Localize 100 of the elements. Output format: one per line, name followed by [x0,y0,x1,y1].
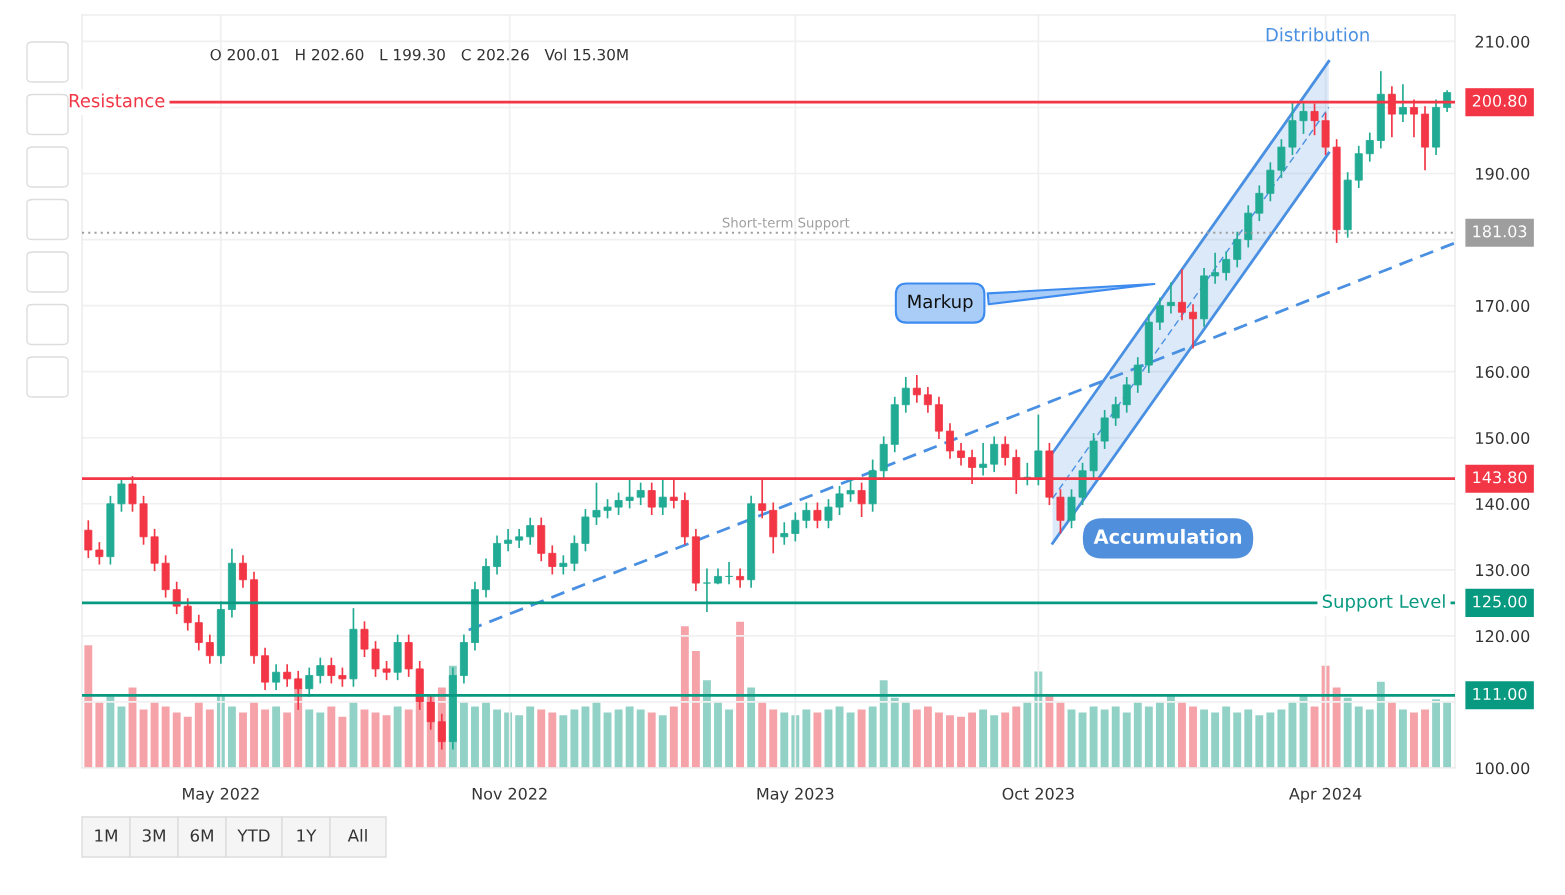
bar [1023,702,1032,768]
bar [382,715,391,768]
candlestick [857,481,866,518]
bar [703,680,711,768]
bar [239,712,247,768]
x-tick-label: May 2022 [183,787,259,803]
bar [1421,709,1429,768]
bar [1211,712,1220,768]
x-tick-label: May 2023 [757,787,834,803]
bar [979,709,988,768]
bar [205,709,214,768]
x-tick-label: Apr 2024 [1289,787,1362,803]
candlestick [327,656,336,685]
candlestick [802,501,811,530]
bar [669,706,678,768]
candlestick [824,498,833,530]
bar [84,645,93,768]
bar [1001,712,1010,768]
candlestick [1001,435,1010,467]
candlestick [923,386,932,414]
candlestick [1222,250,1231,282]
candlestick [84,519,93,559]
candlestick [1111,395,1120,427]
bar [250,702,258,768]
bar [194,702,203,768]
bar [625,706,634,768]
candlestick [791,511,800,543]
candlestick [1133,356,1142,394]
candlestick [846,477,855,503]
candlestick [990,435,999,473]
candlestick [360,620,369,658]
bar [1045,694,1054,768]
bar [515,715,524,768]
text: 6M [190,829,213,842]
x-tick-label: Nov 2022 [472,787,547,800]
y-tick-label: 160.00 [1476,365,1530,378]
candlestick [835,485,844,516]
candlestick [592,481,601,526]
candlestick [382,660,391,681]
bar [1222,706,1231,768]
bar [1277,709,1286,768]
bar [725,709,733,768]
candlestick [239,554,247,589]
bar [1166,694,1175,768]
bar [272,706,281,768]
candlestick [946,422,954,460]
annotation: L 199.30 [380,48,445,61]
bar [283,712,292,768]
candlestick [1365,131,1374,163]
candlestick [780,521,789,546]
candlestick [526,516,535,546]
bar [680,626,689,768]
bar [846,712,855,768]
bar [183,716,192,768]
bar [526,706,535,768]
bar [305,709,314,768]
y-tick-label: 100.00 [1476,762,1530,775]
ref-line-label: 125.00 [1473,595,1527,608]
bar [559,715,568,768]
text: 3M [142,829,165,842]
bar [758,702,767,768]
bar [404,709,413,768]
bar [537,709,546,768]
bar [923,706,932,768]
bar [780,712,789,768]
candlestick [979,442,988,477]
candlestick [205,633,214,665]
bar [261,709,270,768]
candlestick [647,481,656,516]
candlestick [515,528,524,549]
bar [1144,706,1153,768]
bar [327,706,336,768]
bar [658,715,667,768]
bar [890,697,899,768]
bar [581,706,590,768]
bar [316,712,325,768]
annotation: Accumulation [1093,528,1242,544]
bar [1432,699,1441,768]
candlestick [272,663,281,691]
bar [338,716,347,768]
bar [349,702,358,768]
bar [393,706,402,768]
candlestick [1299,101,1308,135]
candlestick [1056,488,1065,535]
bar [946,715,954,768]
y-tick-label: 210.00 [1475,35,1530,48]
bar [747,687,756,768]
bar [1233,712,1242,768]
candlestick [625,477,634,510]
bar [1443,702,1452,768]
bar [802,709,811,768]
bar [150,702,159,768]
bar [482,702,490,768]
bar [857,709,866,768]
candlestick [1233,230,1242,269]
annotation: O 200.01 [210,48,279,61]
bar [1398,709,1407,768]
candlestick [1266,161,1275,203]
ref-line-label: 181.03 [1473,225,1527,238]
bar [570,709,579,768]
